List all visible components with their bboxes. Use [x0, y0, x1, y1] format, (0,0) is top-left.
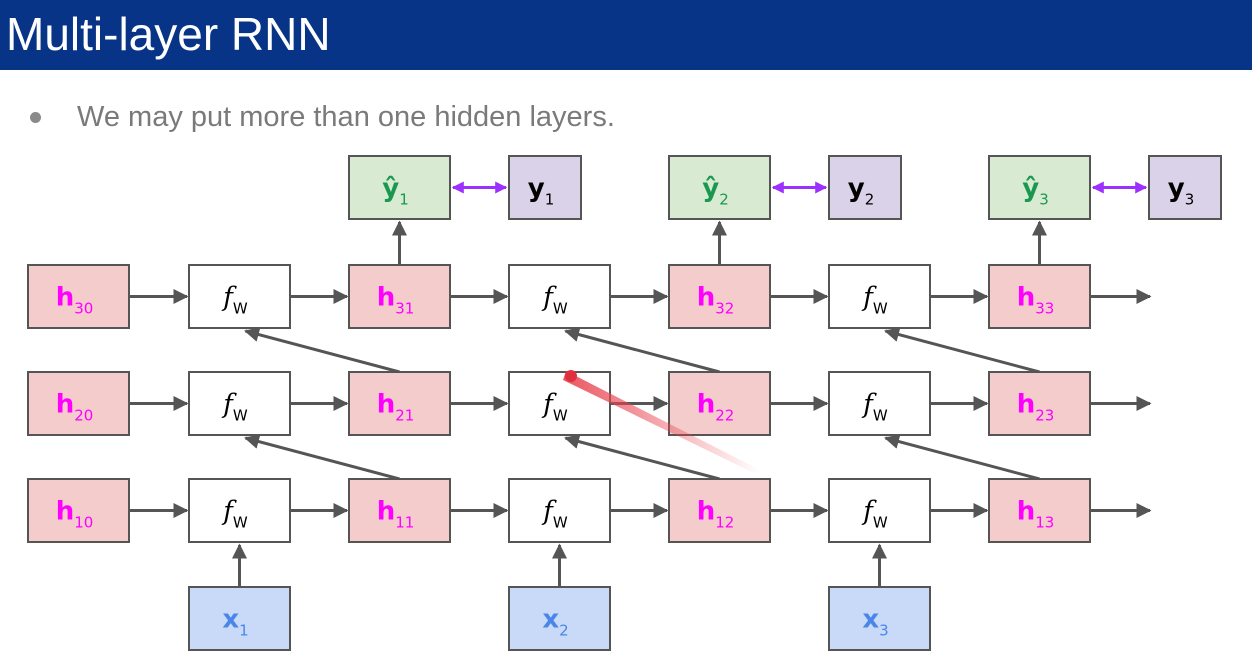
hidden-state-h20-rect: [27, 371, 130, 436]
hidden-state-h23: h23: [988, 371, 1091, 436]
slide-title: Multi-layer RNN: [6, 8, 331, 60]
input-x1-label: x1: [222, 605, 248, 640]
f-w-box-rect: [508, 264, 611, 329]
f-w-box-rect: [828, 478, 931, 543]
hidden-state-h30-rect: [27, 264, 130, 329]
hidden-state-h10-rect: [27, 478, 130, 543]
hidden-state-h20: h20: [27, 371, 130, 436]
f-w-box: fW: [828, 371, 931, 436]
hidden-state-h33: h33: [988, 264, 1091, 329]
f-w-box-rect: [828, 264, 931, 329]
hidden-state-h11: h11: [348, 478, 451, 543]
input-x2: x2: [508, 586, 611, 651]
f-w-box-rect: [188, 264, 291, 329]
f-w-box-label: fW: [861, 390, 888, 425]
layer-up-arrow: [244, 434, 400, 481]
bullet-point-icon: [30, 112, 41, 123]
hidden-state-h13: h13: [988, 478, 1091, 543]
target-y1-rect: [508, 155, 582, 220]
hidden-state-h23-label: h23: [1017, 390, 1055, 425]
target-y3-label: y3: [1168, 174, 1195, 209]
hidden-state-h23-rect: [988, 371, 1091, 436]
prediction-y-hat3-rect: [988, 155, 1091, 220]
hidden-state-h30-label: h30: [56, 283, 94, 318]
laser-pointer-dot: [565, 370, 577, 382]
title-bar: Multi-layer RNN: [0, 0, 1252, 70]
hidden-state-h31-label: h31: [377, 283, 415, 318]
hidden-state-h12-label: h12: [697, 497, 735, 532]
input-x3: x3: [828, 586, 931, 651]
target-y1-label: y1: [528, 174, 555, 209]
target-y3-rect: [1148, 155, 1222, 220]
hidden-state-h13-rect: [988, 478, 1091, 543]
f-w-box: fW: [828, 478, 931, 543]
hidden-state-h13-label: h13: [1017, 497, 1055, 532]
f-w-box-rect: [828, 371, 931, 436]
hidden-state-h32-rect: [668, 264, 771, 329]
f-w-box-rect: [188, 371, 291, 436]
prediction-y-hat1: ŷ1: [348, 155, 451, 220]
hidden-state-h21: h21: [348, 371, 451, 436]
input-x3-label: x3: [862, 605, 888, 640]
hidden-state-h21-label: h21: [377, 390, 415, 425]
f-w-box: fW: [508, 264, 611, 329]
hidden-state-h30: h30: [27, 264, 130, 329]
target-y2-rect: [828, 155, 902, 220]
hidden-state-h10: h10: [27, 478, 130, 543]
hidden-state-h32-label: h32: [697, 283, 735, 318]
input-x2-label: x2: [542, 605, 568, 640]
target-y2: y2: [828, 155, 902, 220]
input-x1: x1: [188, 586, 291, 651]
hidden-state-h10-label: h10: [56, 497, 94, 532]
hidden-state-h33-rect: [988, 264, 1091, 329]
prediction-y-hat3: ŷ3: [988, 155, 1091, 220]
layer-up-arrow: [884, 327, 1040, 374]
hidden-state-h21-rect: [348, 371, 451, 436]
laser-pointer-trail: [563, 371, 760, 474]
layer-up-arrow: [564, 327, 720, 374]
prediction-y-hat1-label: ŷ1: [382, 174, 409, 209]
prediction-y-hat2-rect: [668, 155, 771, 220]
hidden-state-h22-label: h22: [697, 390, 735, 425]
layer-up-arrow: [884, 434, 1040, 481]
target-y2-label: y2: [848, 174, 875, 209]
hidden-state-h12-rect: [668, 478, 771, 543]
f-w-box: fW: [188, 478, 291, 543]
hidden-state-h11-rect: [348, 478, 451, 543]
hidden-state-h31-rect: [348, 264, 451, 329]
target-y3: y3: [1148, 155, 1222, 220]
f-w-box: fW: [188, 371, 291, 436]
input-x1-rect: [188, 586, 291, 651]
f-w-box: fW: [508, 371, 611, 436]
input-x3-rect: [828, 586, 931, 651]
hidden-state-h22-rect: [668, 371, 771, 436]
layer-up-arrow: [564, 434, 720, 481]
f-w-box: fW: [188, 264, 291, 329]
hidden-state-h20-label: h20: [56, 390, 94, 425]
hidden-state-h12: h12: [668, 478, 771, 543]
f-w-box-rect: [508, 478, 611, 543]
prediction-y-hat2-label: ŷ2: [702, 174, 729, 209]
hidden-state-h33-label: h33: [1017, 283, 1055, 318]
f-w-box: fW: [828, 264, 931, 329]
prediction-y-hat1-rect: [348, 155, 451, 220]
f-w-box-rect: [188, 478, 291, 543]
hidden-state-h31: h31: [348, 264, 451, 329]
layer-up-arrow: [244, 327, 400, 374]
f-w-box: fW: [508, 478, 611, 543]
target-y1: y1: [508, 155, 582, 220]
hidden-state-h32: h32: [668, 264, 771, 329]
input-x2-rect: [508, 586, 611, 651]
prediction-y-hat3-label: ŷ3: [1022, 174, 1049, 209]
f-w-box-rect: [508, 371, 611, 436]
prediction-y-hat2: ŷ2: [668, 155, 771, 220]
bullet-text: We may put more than one hidden layers.: [77, 101, 615, 133]
hidden-state-h22: h22: [668, 371, 771, 436]
hidden-state-h11-label: h11: [377, 497, 415, 532]
